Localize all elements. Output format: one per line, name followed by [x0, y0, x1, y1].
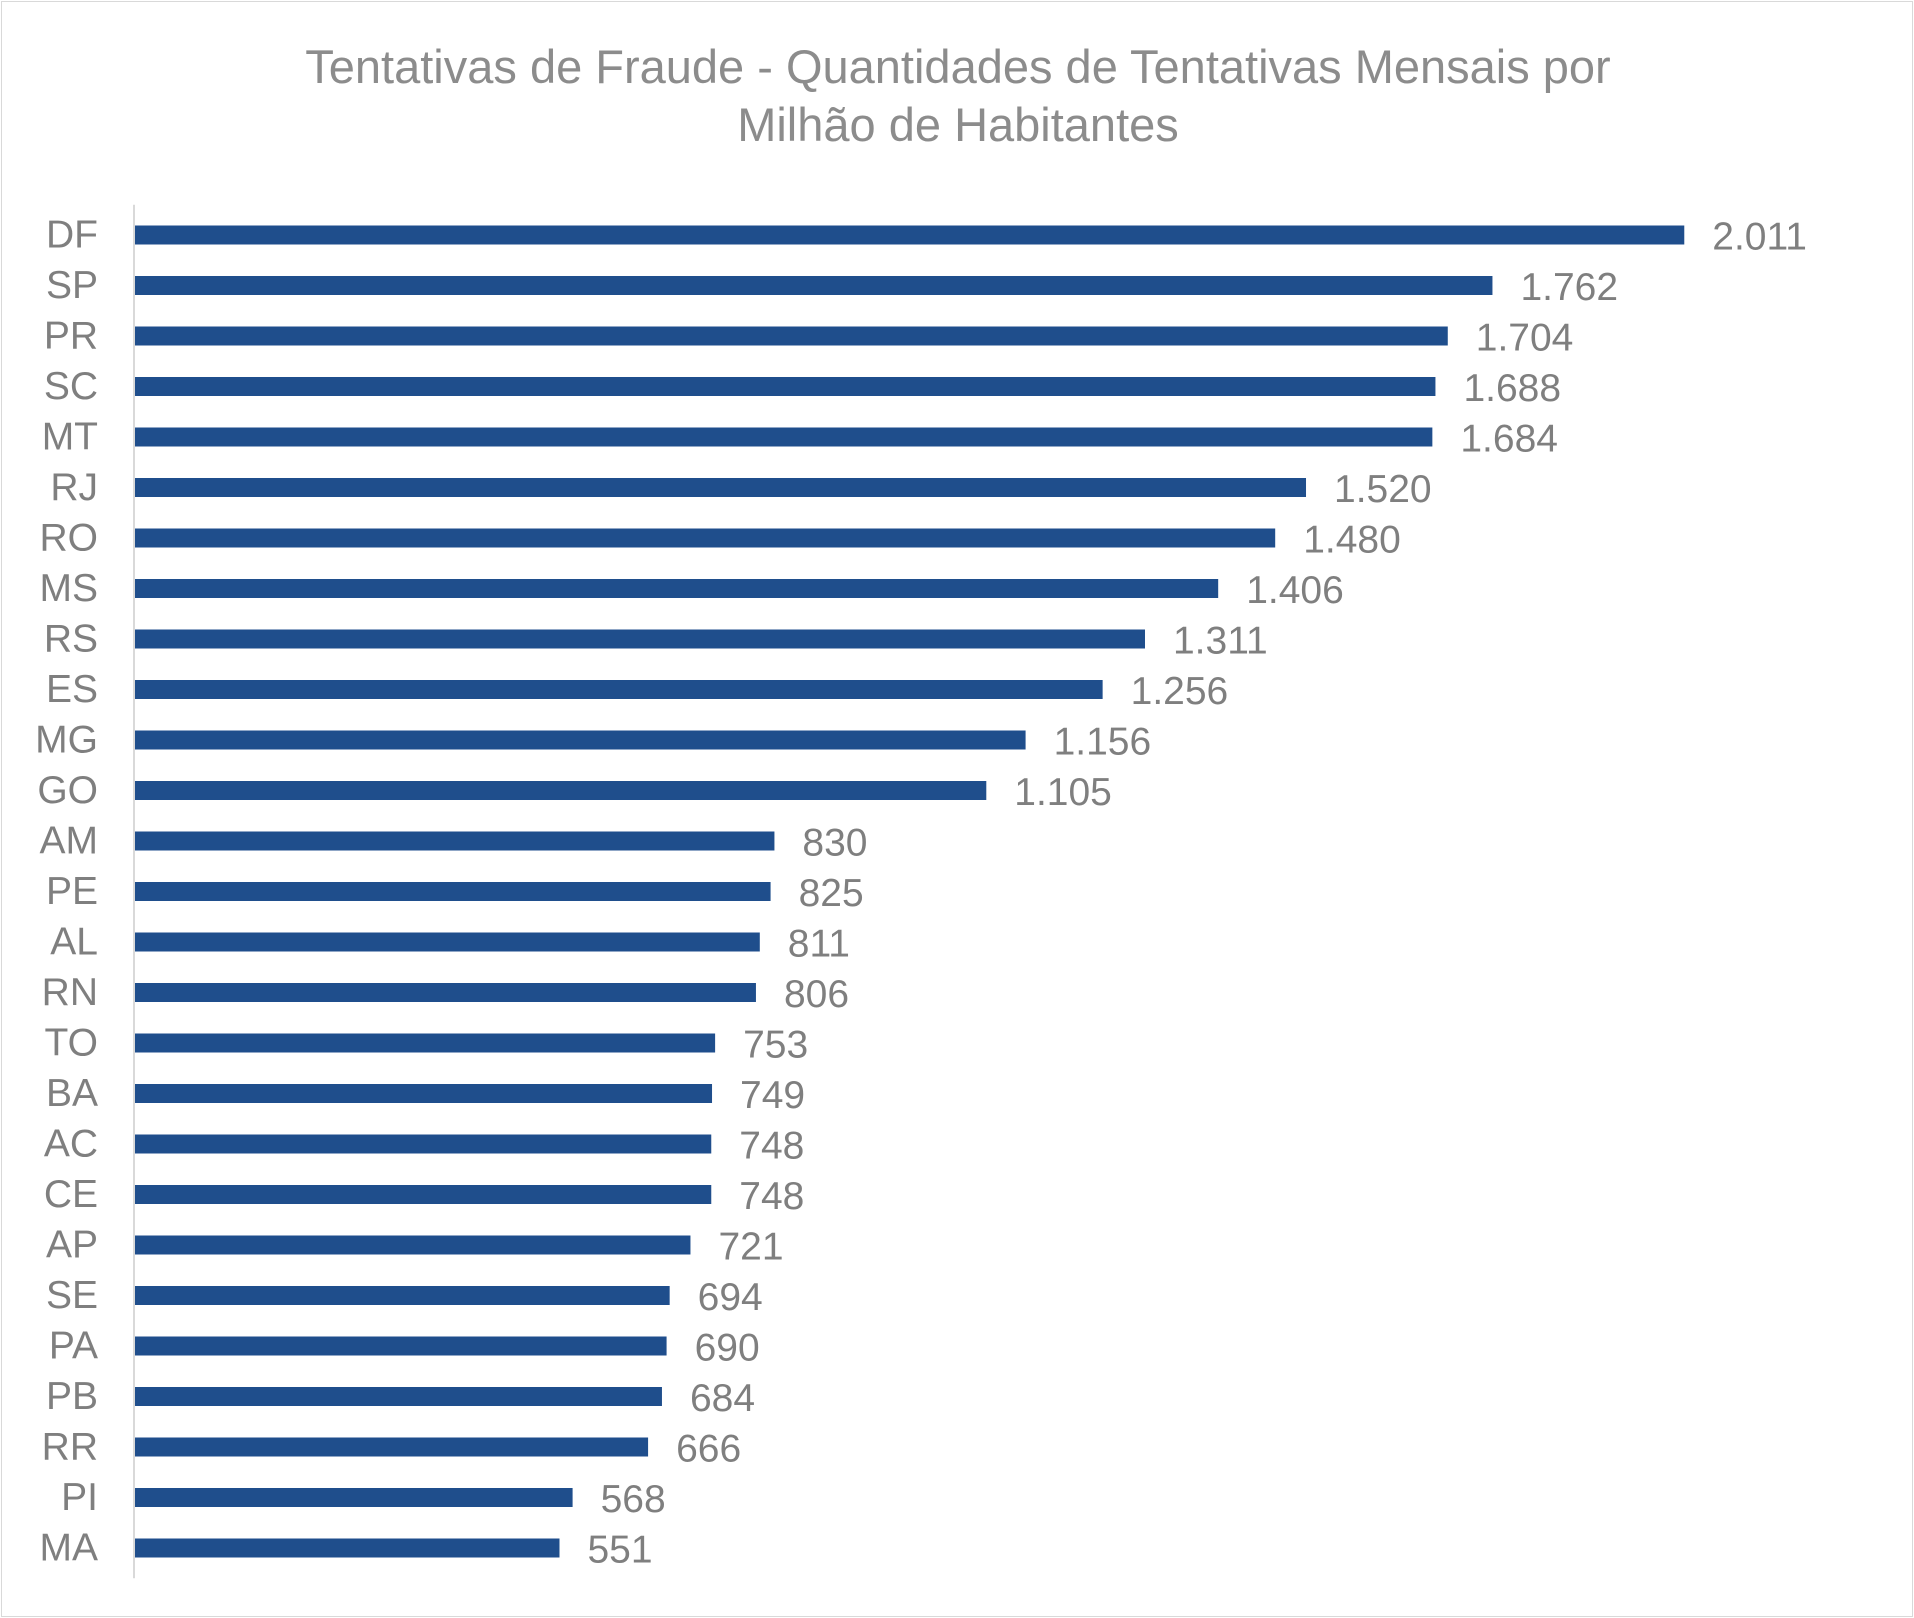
category-label: MS [40, 567, 99, 610]
category-label: MG [35, 719, 98, 762]
category-label: RO [40, 517, 99, 560]
bar [135, 276, 1493, 295]
bar [135, 1134, 712, 1154]
value-label: 721 [718, 1226, 783, 1269]
category-label: TO [45, 1022, 98, 1065]
value-label: 1.105 [1014, 771, 1112, 814]
bar [135, 1185, 712, 1204]
category-label: RN [42, 971, 98, 1014]
chart-title: Tentativas de Fraude - Quantidades de Te… [2, 38, 1914, 154]
category-label: SP [46, 264, 98, 307]
value-label: 1.406 [1246, 569, 1344, 612]
value-label: 551 [587, 1529, 652, 1572]
bar [135, 579, 1219, 598]
category-label: SE [46, 1274, 98, 1317]
category-label: PE [46, 870, 98, 913]
bar [135, 1488, 573, 1507]
bar [135, 478, 1307, 497]
bar [135, 1286, 670, 1305]
value-label: 568 [601, 1478, 666, 1521]
value-label: 1.311 [1173, 620, 1268, 663]
category-label: PR [44, 315, 98, 358]
bar [135, 983, 756, 1002]
value-label: 666 [676, 1428, 741, 1471]
value-label: 830 [802, 822, 867, 865]
bar [135, 326, 1448, 346]
bar [135, 225, 1685, 245]
bar [135, 781, 987, 800]
value-label: 1.704 [1476, 317, 1574, 360]
category-label: SC [44, 365, 98, 408]
bar [135, 1033, 716, 1053]
category-label: AM [40, 820, 99, 863]
category-label: MT [42, 416, 98, 459]
category-label: MA [40, 1527, 99, 1570]
value-label: 1.520 [1334, 468, 1432, 511]
category-label: PI [61, 1476, 98, 1519]
bar [135, 831, 775, 851]
chart-title-line-2: Milhão de Habitantes [737, 98, 1179, 151]
bar [135, 1387, 662, 1406]
category-label: AC [44, 1123, 98, 1166]
category-label: AP [46, 1224, 98, 1267]
value-label: 690 [695, 1327, 760, 1370]
bar [135, 629, 1145, 649]
value-label: 753 [743, 1024, 808, 1067]
bar [135, 1084, 713, 1103]
bar [135, 1437, 649, 1457]
value-label: 1.762 [1520, 266, 1618, 309]
category-label: ES [46, 668, 98, 711]
bar [135, 1336, 667, 1356]
category-label: BA [46, 1072, 98, 1115]
value-label: 1.480 [1303, 519, 1401, 562]
category-label: RS [44, 618, 98, 661]
category-label: PB [46, 1375, 98, 1418]
bar [135, 528, 1276, 548]
value-label: 1.688 [1463, 367, 1561, 410]
category-label: PA [49, 1325, 98, 1368]
bar [135, 680, 1103, 699]
value-label: 748 [739, 1175, 804, 1218]
category-label: RJ [50, 466, 98, 509]
category-label: RR [42, 1426, 98, 1469]
value-label: 694 [698, 1276, 763, 1319]
value-label: 1.256 [1131, 670, 1229, 713]
bar [135, 882, 771, 901]
bar [135, 1538, 560, 1558]
value-label: 749 [740, 1074, 805, 1117]
value-label: 748 [739, 1125, 804, 1168]
value-label: 806 [784, 973, 849, 1016]
category-label: DF [46, 214, 98, 257]
value-label: 811 [788, 923, 850, 966]
category-label: CE [44, 1173, 98, 1216]
category-label: AL [50, 921, 98, 964]
bar [135, 730, 1026, 750]
value-label: 2.011 [1712, 216, 1807, 259]
value-label: 1.156 [1054, 721, 1152, 764]
category-label: GO [37, 769, 98, 812]
bar [135, 377, 1436, 396]
value-label: 684 [690, 1377, 755, 1420]
bar [135, 427, 1433, 447]
chart-title-line-1: Tentativas de Fraude - Quantidades de Te… [305, 40, 1611, 93]
bar [135, 1235, 691, 1255]
bar [135, 932, 760, 952]
value-label: 825 [799, 872, 864, 915]
value-label: 1.684 [1460, 418, 1558, 461]
